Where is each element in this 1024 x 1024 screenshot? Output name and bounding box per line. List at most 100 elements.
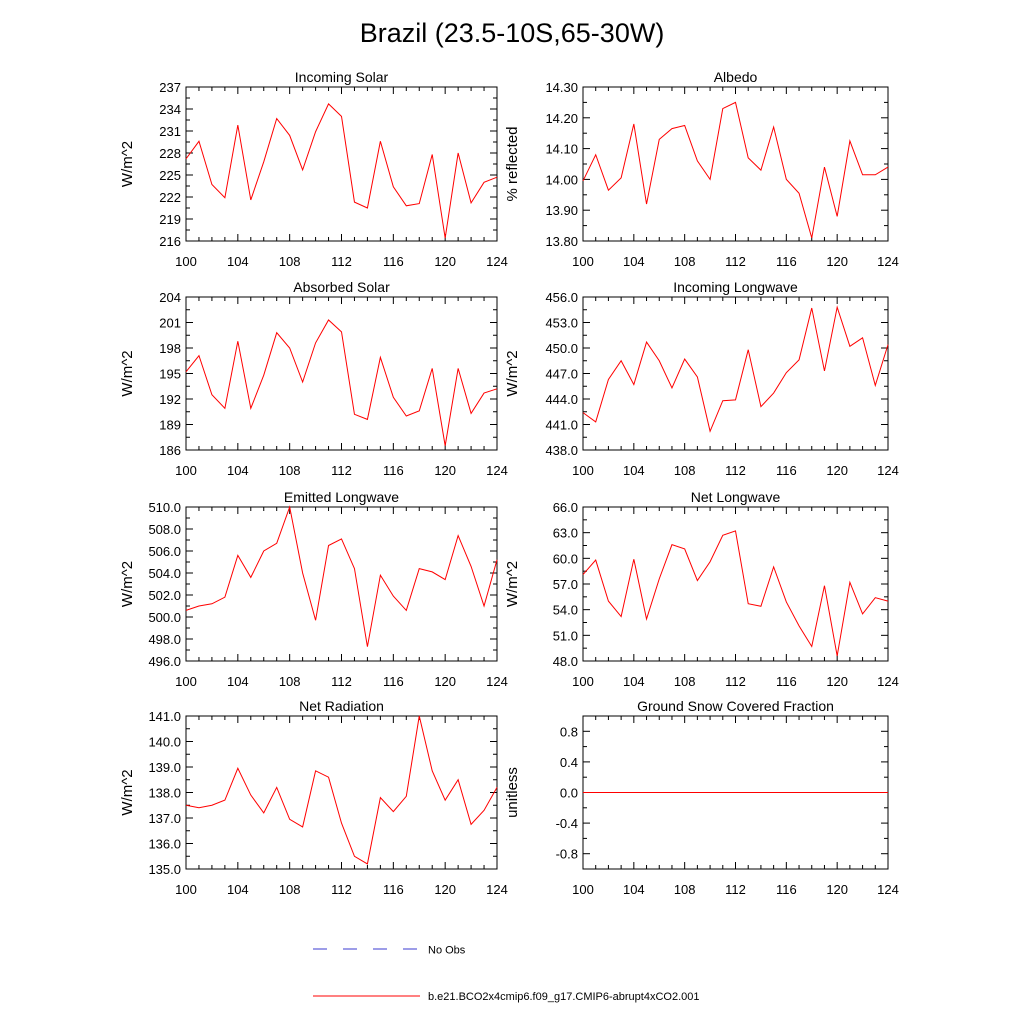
xtick-label-albedo: 104 — [623, 254, 645, 269]
xtick-label-incoming-solar: 120 — [434, 254, 456, 269]
ytick-label-emitted-longwave: 502.0 — [148, 588, 181, 603]
panel-title-incoming-solar: Incoming Solar — [295, 69, 389, 85]
ytick-label-absorbed-solar: 186 — [159, 443, 181, 458]
xtick-label-absorbed-solar: 112 — [331, 463, 352, 478]
ytick-label-net-longwave: 57.0 — [553, 577, 578, 592]
xtick-label-net-longwave: 100 — [572, 674, 594, 689]
xtick-label-net-longwave: 120 — [826, 674, 848, 689]
xtick-label-net-radiation: 116 — [383, 882, 404, 897]
xtick-label-incoming-longwave: 120 — [826, 463, 848, 478]
xtick-label-incoming-solar: 104 — [227, 254, 249, 269]
ytick-label-incoming-solar: 231 — [159, 124, 181, 139]
panel-title-albedo: Albedo — [714, 69, 758, 85]
ytick-label-net-longwave: 51.0 — [553, 628, 578, 643]
panel-net-longwave: Net Longwave 48.0 51.0 54.0 57.0 60.0 63.0 66.0… — [504, 489, 899, 689]
panel-ground-snow-covered-fraction: Ground Snow Covered Fraction -0.8 -0.4 0.0 0… — [504, 698, 899, 897]
panel-title-net-longwave: Net Longwave — [691, 489, 781, 505]
xtick-label-net-radiation: 104 — [227, 882, 249, 897]
series-line-emitted-longwave — [185, 505, 498, 647]
plot-frame-emitted-longwave — [185, 506, 498, 662]
xtick-label-absorbed-solar: 124 — [486, 463, 508, 478]
ytick-label-albedo: 14.30 — [545, 80, 578, 95]
series-line-absorbed-solar — [185, 319, 498, 446]
ytick-label-emitted-longwave: 510.0 — [148, 500, 181, 515]
ylabel-net-longwave: W/m^2 — [504, 561, 521, 607]
xtick-label-ground-snow-covered-fraction: 104 — [623, 882, 645, 897]
ytick-label-ground-snow-covered-fraction: -0.8 — [556, 847, 578, 862]
ytick-label-emitted-longwave: 504.0 — [148, 566, 181, 581]
panel-title-absorbed-solar: Absorbed Solar — [293, 279, 390, 295]
xtick-label-incoming-solar: 100 — [175, 254, 197, 269]
series-line-net-longwave — [582, 530, 889, 656]
plot-frame-absorbed-solar — [185, 296, 498, 451]
xtick-label-net-radiation: 112 — [331, 882, 352, 897]
ytick-label-net-longwave: 54.0 — [553, 603, 578, 618]
xtick-label-ground-snow-covered-fraction: 124 — [877, 882, 899, 897]
xtick-label-emitted-longwave: 104 — [227, 674, 249, 689]
ytick-label-albedo: 13.80 — [545, 234, 578, 249]
xtick-label-emitted-longwave: 116 — [383, 674, 404, 689]
ytick-label-emitted-longwave: 498.0 — [148, 632, 181, 647]
ytick-label-albedo: 14.20 — [545, 111, 578, 126]
ytick-label-net-longwave: 48.0 — [553, 654, 578, 669]
xtick-label-albedo: 100 — [572, 254, 594, 269]
ytick-label-incoming-solar: 216 — [159, 234, 181, 249]
ytick-label-incoming-longwave: 438.0 — [545, 443, 578, 458]
xtick-label-ground-snow-covered-fraction: 120 — [826, 882, 848, 897]
ytick-label-ground-snow-covered-fraction: 0.0 — [560, 786, 578, 801]
ytick-label-absorbed-solar: 198 — [159, 341, 181, 356]
xtick-label-emitted-longwave: 100 — [175, 674, 197, 689]
xtick-label-net-longwave: 124 — [877, 674, 899, 689]
ytick-label-incoming-longwave: 450.0 — [545, 341, 578, 356]
ytick-label-net-radiation: 141.0 — [148, 709, 181, 724]
panel-title-ground-snow-covered-fraction: Ground Snow Covered Fraction — [637, 698, 834, 714]
panel-albedo: Albedo 13.80 13.90 14.00 14.10 14.20 14.30 100 1… — [504, 69, 899, 269]
series-line-incoming-longwave — [582, 305, 889, 433]
ytick-label-incoming-solar: 237 — [159, 80, 181, 95]
panel-grid: Incoming Solar 216 219 222 225 228 231 234 237 10… — [119, 69, 899, 897]
ytick-label-net-radiation: 137.0 — [148, 811, 181, 826]
ytick-label-net-longwave: 63.0 — [553, 526, 578, 541]
legend: No Obs b.e21.BCO2x4cmip6.f09_g17.CMIP6-a… — [313, 945, 700, 1003]
plot-frame-incoming-longwave — [582, 296, 889, 451]
xtick-label-net-radiation: 124 — [486, 882, 508, 897]
xtick-label-net-radiation: 108 — [279, 882, 301, 897]
xtick-label-incoming-longwave: 100 — [572, 463, 594, 478]
ytick-label-ground-snow-covered-fraction: -0.4 — [556, 816, 578, 831]
ytick-label-incoming-solar: 225 — [159, 168, 181, 183]
ytick-label-incoming-longwave: 444.0 — [545, 392, 578, 407]
xtick-label-incoming-longwave: 116 — [776, 463, 797, 478]
xtick-label-incoming-solar: 112 — [331, 254, 352, 269]
panel-title-incoming-longwave: Incoming Longwave — [673, 279, 798, 295]
xtick-label-emitted-longwave: 124 — [486, 674, 508, 689]
panel-incoming-solar: Incoming Solar 216 219 222 225 228 231 234 237 10… — [119, 69, 508, 269]
ytick-label-absorbed-solar: 189 — [159, 418, 181, 433]
xtick-label-incoming-solar: 108 — [279, 254, 301, 269]
ytick-label-ground-snow-covered-fraction: 0.8 — [560, 724, 578, 739]
ytick-label-absorbed-solar: 201 — [159, 316, 181, 331]
xtick-label-albedo: 124 — [877, 254, 899, 269]
series-line-albedo — [582, 101, 889, 239]
ytick-label-incoming-longwave: 441.0 — [545, 418, 578, 433]
ytick-label-incoming-solar: 228 — [159, 146, 181, 161]
ylabel-absorbed-solar: W/m^2 — [119, 350, 136, 396]
ytick-label-incoming-solar: 234 — [159, 102, 181, 117]
ytick-label-net-radiation: 139.0 — [148, 760, 181, 775]
panel-absorbed-solar: Absorbed Solar 186 189 192 195 198 201 204 100 10… — [119, 279, 508, 478]
xtick-label-absorbed-solar: 104 — [227, 463, 249, 478]
xtick-label-absorbed-solar: 100 — [175, 463, 197, 478]
xtick-label-incoming-longwave: 112 — [725, 463, 746, 478]
ytick-label-incoming-longwave: 447.0 — [545, 367, 578, 382]
xtick-label-albedo: 112 — [725, 254, 746, 269]
ytick-label-net-radiation: 140.0 — [148, 735, 181, 750]
panel-emitted-longwave: Emitted Longwave 496.0 498.0 500.0 502.0 504.… — [119, 489, 508, 689]
panel-title-net-radiation: Net Radiation — [299, 698, 384, 714]
xtick-label-net-longwave: 112 — [725, 674, 746, 689]
ytick-label-absorbed-solar: 195 — [159, 367, 181, 382]
xtick-label-net-longwave: 116 — [776, 674, 797, 689]
xtick-label-net-longwave: 104 — [623, 674, 645, 689]
xtick-label-ground-snow-covered-fraction: 116 — [776, 882, 797, 897]
ytick-label-absorbed-solar: 192 — [159, 392, 181, 407]
ytick-label-incoming-longwave: 453.0 — [545, 316, 578, 331]
xtick-label-ground-snow-covered-fraction: 112 — [725, 882, 746, 897]
